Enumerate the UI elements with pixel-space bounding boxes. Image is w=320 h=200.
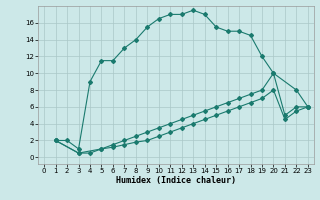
X-axis label: Humidex (Indice chaleur): Humidex (Indice chaleur) bbox=[116, 176, 236, 185]
